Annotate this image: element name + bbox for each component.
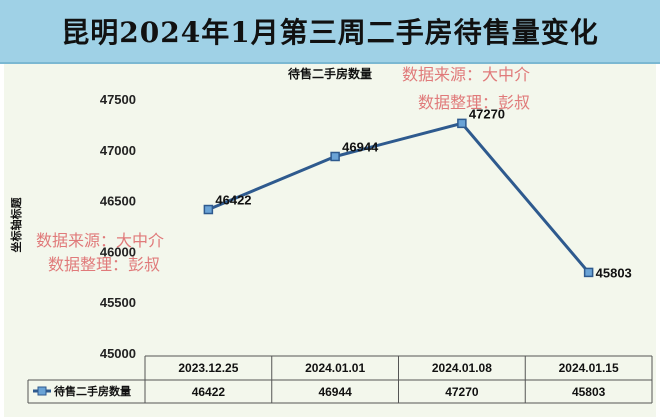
x-category-label: 2024.01.08 (432, 361, 492, 375)
x-category-label: 2024.01.01 (305, 361, 365, 375)
data-point-label: 47270 (469, 106, 505, 121)
y-axis-ticks: 45000 45500 46000 46500 47000 47500 (100, 92, 136, 361)
plot-background (4, 64, 656, 417)
data-point-marker (330, 151, 340, 162)
table-value-cell: 47270 (445, 385, 479, 399)
data-point-label: 46422 (215, 193, 251, 208)
title-bar: 昆明2024年1月第三周二手房待售量变化 (0, 0, 660, 64)
series-line (207, 121, 590, 274)
data-labels: 46422 46944 47270 45803 (215, 106, 631, 280)
watermark-author-left: 数据整理：彭叔 (48, 255, 160, 274)
legend-series-name: 待售二手房数量 (53, 384, 131, 398)
data-point-marker (583, 267, 594, 278)
watermark-source-left: 数据来源：大中介 (36, 231, 164, 250)
table-value-cell: 45803 (572, 385, 606, 399)
data-point-label: 46944 (342, 139, 379, 154)
data-point-marker (457, 118, 467, 129)
watermark-author-top: 数据整理：彭叔 (418, 93, 530, 112)
data-table: 2023.12.25 46422 2024.01.01 46944 2024.01.08… (27, 355, 653, 404)
table-value-cell: 46944 (318, 385, 352, 399)
y-tick-label: 46000 (100, 244, 136, 259)
watermark-source-top: 数据来源：大中介 (402, 65, 530, 84)
legend-marker-key (37, 386, 47, 396)
y-tick-label: 46500 (100, 194, 136, 209)
y-tick-label: 47500 (100, 92, 136, 107)
y-tick-label: 45000 (100, 346, 136, 361)
series-markers (203, 118, 594, 278)
x-category-label: 2024.01.15 (559, 361, 619, 375)
data-point-label: 45803 (596, 265, 632, 280)
chart-title: 待售二手房数量 (288, 66, 372, 81)
y-axis-label: 坐标轴标题 (9, 197, 23, 253)
y-tick-label: 47000 (100, 143, 136, 158)
y-tick-label: 45500 (100, 295, 136, 310)
x-category-label: 2023.12.25 (178, 361, 238, 375)
data-point-marker (203, 204, 214, 215)
table-value-cell: 46422 (192, 385, 226, 399)
page-title: 昆明2024年1月第三周二手房待售量变化 (61, 16, 599, 49)
